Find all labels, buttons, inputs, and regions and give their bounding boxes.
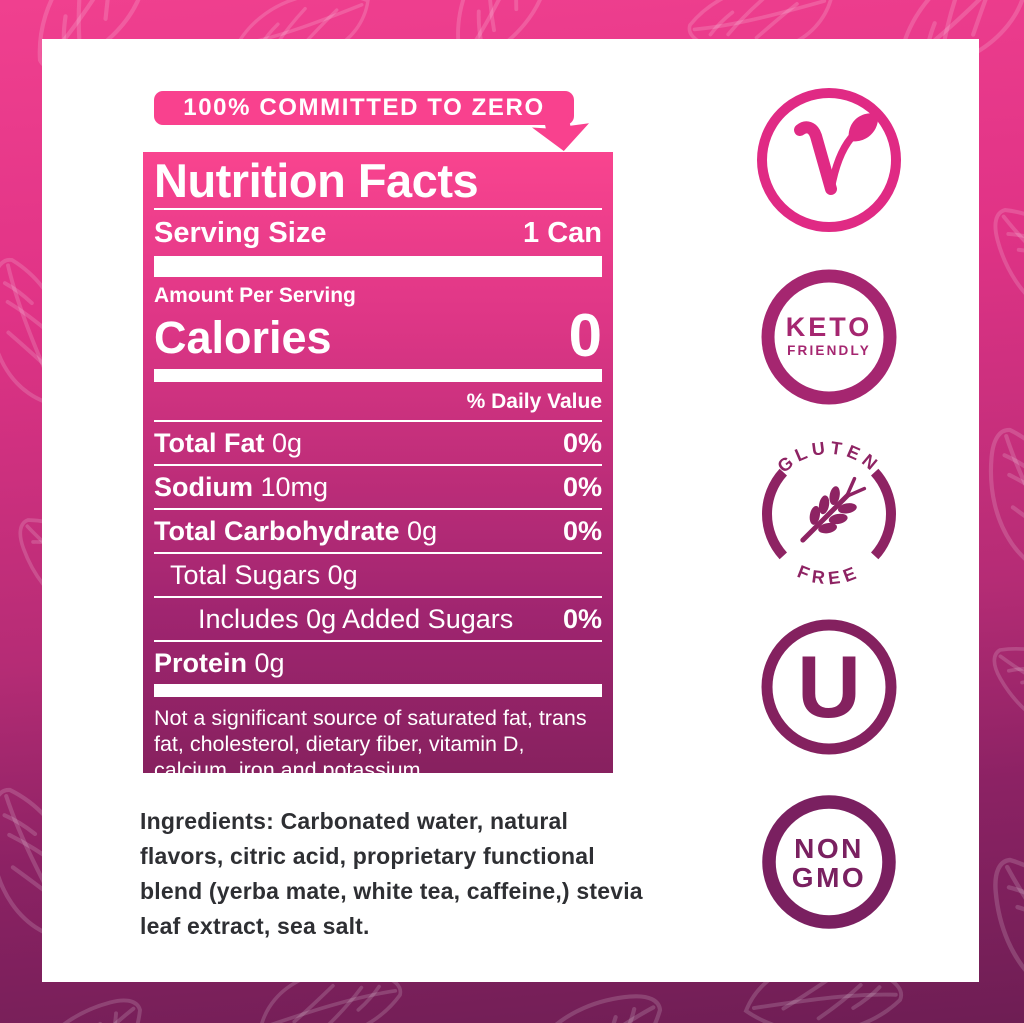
nutrient-row-protein: Protein 0g bbox=[154, 642, 602, 684]
keto-friendly-badge: KETO FRIENDLY bbox=[754, 262, 904, 412]
daily-value: 0% bbox=[562, 471, 602, 502]
thick-divider bbox=[154, 256, 602, 277]
daily-value: 0% bbox=[562, 515, 602, 546]
gluten-label: GLUTEN bbox=[774, 439, 880, 477]
divider bbox=[154, 596, 602, 598]
nutrient-label: Total Fat 0g bbox=[154, 427, 303, 458]
kosher-badge: U bbox=[754, 612, 904, 762]
non-gmo-icon: NON GMO bbox=[762, 795, 896, 929]
gmo-label: GMO bbox=[792, 862, 866, 893]
white-card: 100% COMMITTED TO ZERO Nutrition Facts S… bbox=[42, 39, 979, 982]
nutrient-row-total-sugars: Total Sugars 0g bbox=[154, 554, 602, 596]
svg-text:GLUTEN: GLUTEN bbox=[774, 439, 885, 477]
thick-divider bbox=[154, 369, 602, 382]
serving-size-value: 1 Can bbox=[523, 216, 602, 249]
nutrient-label: Includes 0g Added Sugars bbox=[198, 603, 514, 634]
non-gmo-badge: NON GMO bbox=[754, 787, 904, 937]
divider bbox=[154, 552, 602, 554]
divider bbox=[154, 464, 602, 466]
nutrient-label: Total Carbohydrate 0g bbox=[154, 515, 438, 546]
amount-per-serving-label: Amount Per Serving bbox=[154, 284, 356, 307]
serving-size-row: Serving Size 1 Can bbox=[154, 210, 602, 256]
free-label: FREE bbox=[795, 561, 859, 588]
nutrient-row-total-fat: Total Fat 0g 0% bbox=[154, 422, 602, 464]
nutrient-row-sodium: Sodium 10mg 0% bbox=[154, 466, 602, 508]
nutrient-row-added-sugars: Includes 0g Added Sugars 0% bbox=[154, 598, 602, 640]
gluten-free-icon: GLUTEN FREE bbox=[762, 439, 896, 589]
keto-label: KETO bbox=[786, 312, 873, 342]
divider bbox=[154, 208, 602, 210]
vegan-badge bbox=[754, 85, 904, 235]
kosher-letter: U bbox=[797, 637, 861, 736]
gluten-free-badge: GLUTEN FREE bbox=[754, 439, 904, 589]
serving-size-label: Serving Size bbox=[154, 216, 327, 249]
wheat-icon bbox=[800, 476, 867, 543]
divider bbox=[154, 420, 602, 422]
keto-friendly-icon: KETO FRIENDLY bbox=[761, 269, 897, 405]
ingredients-text: Ingredients: Carbonated water, natural f… bbox=[140, 808, 643, 939]
non-label: NON bbox=[794, 833, 864, 864]
nutrient-label: Protein 0g bbox=[154, 647, 285, 678]
nutrition-footnote: Not a significant source of saturated fa… bbox=[154, 706, 587, 782]
nutrient-label: Sodium 10mg bbox=[154, 471, 329, 502]
nutrition-facts-title: Nutrition Facts bbox=[154, 154, 479, 207]
calories-row: Calories 0 bbox=[154, 302, 602, 369]
friendly-label: FRIENDLY bbox=[787, 343, 871, 358]
banner-label: 100% COMMITTED TO ZERO bbox=[183, 94, 545, 121]
vegan-icon bbox=[757, 88, 901, 232]
calories-value: 0 bbox=[568, 302, 602, 369]
nutrition-facts-panel: Nutrition Facts Serving Size 1 Can Amoun… bbox=[143, 152, 613, 782]
kosher-u-icon: U bbox=[761, 619, 897, 755]
calories-label: Calories bbox=[154, 312, 332, 363]
thick-divider bbox=[154, 684, 602, 697]
divider bbox=[154, 640, 602, 642]
daily-value-header: % Daily Value bbox=[466, 390, 602, 413]
nutrient-row-total-carbohydrate: Total Carbohydrate 0g 0% bbox=[154, 510, 602, 552]
svg-text:FREE: FREE bbox=[795, 561, 864, 588]
divider bbox=[154, 508, 602, 510]
daily-value: 0% bbox=[562, 603, 602, 634]
daily-value: 0% bbox=[562, 427, 602, 458]
committed-to-zero-banner: 100% COMMITTED TO ZERO bbox=[154, 91, 574, 125]
nutrient-label: Total Sugars 0g bbox=[170, 559, 358, 590]
